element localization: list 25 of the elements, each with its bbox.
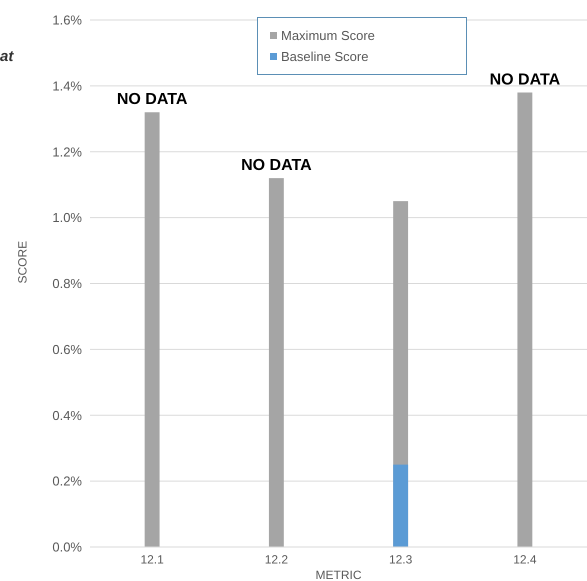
y-tick-label: 0.8% [52, 276, 82, 292]
bar [144, 112, 160, 547]
y-tick-label: 1.6% [52, 12, 82, 28]
legend-label: Maximum Score [281, 28, 375, 43]
bar [268, 178, 284, 547]
x-tick-label: 12.2 [264, 552, 288, 567]
y-tick-label: 1.2% [52, 144, 82, 160]
x-tick-label: 12.4 [513, 552, 537, 567]
y-tick-label: 0.0% [52, 540, 82, 555]
x-tick-label: 12.3 [388, 552, 413, 567]
y-tick-label: 0.6% [52, 342, 82, 357]
data-label: NO DATA [490, 71, 561, 88]
legend-label: Baseline Score [281, 49, 368, 64]
bar [393, 464, 408, 547]
y-tick-label: 1.4% [52, 78, 82, 94]
data-label: NO DATA [241, 157, 312, 174]
y-tick-label: 0.4% [52, 408, 82, 423]
y-tick-label: 1.0% [52, 210, 82, 226]
x-tick-label: 12.1 [140, 552, 164, 567]
bar [517, 92, 532, 547]
data-label: NO DATA [116, 91, 188, 108]
x-axis-title: METRIC [316, 568, 362, 581]
y-tick-label: 0.2% [52, 474, 82, 489]
y-axis-title: SCORE [15, 240, 30, 284]
text: at [0, 48, 14, 65]
